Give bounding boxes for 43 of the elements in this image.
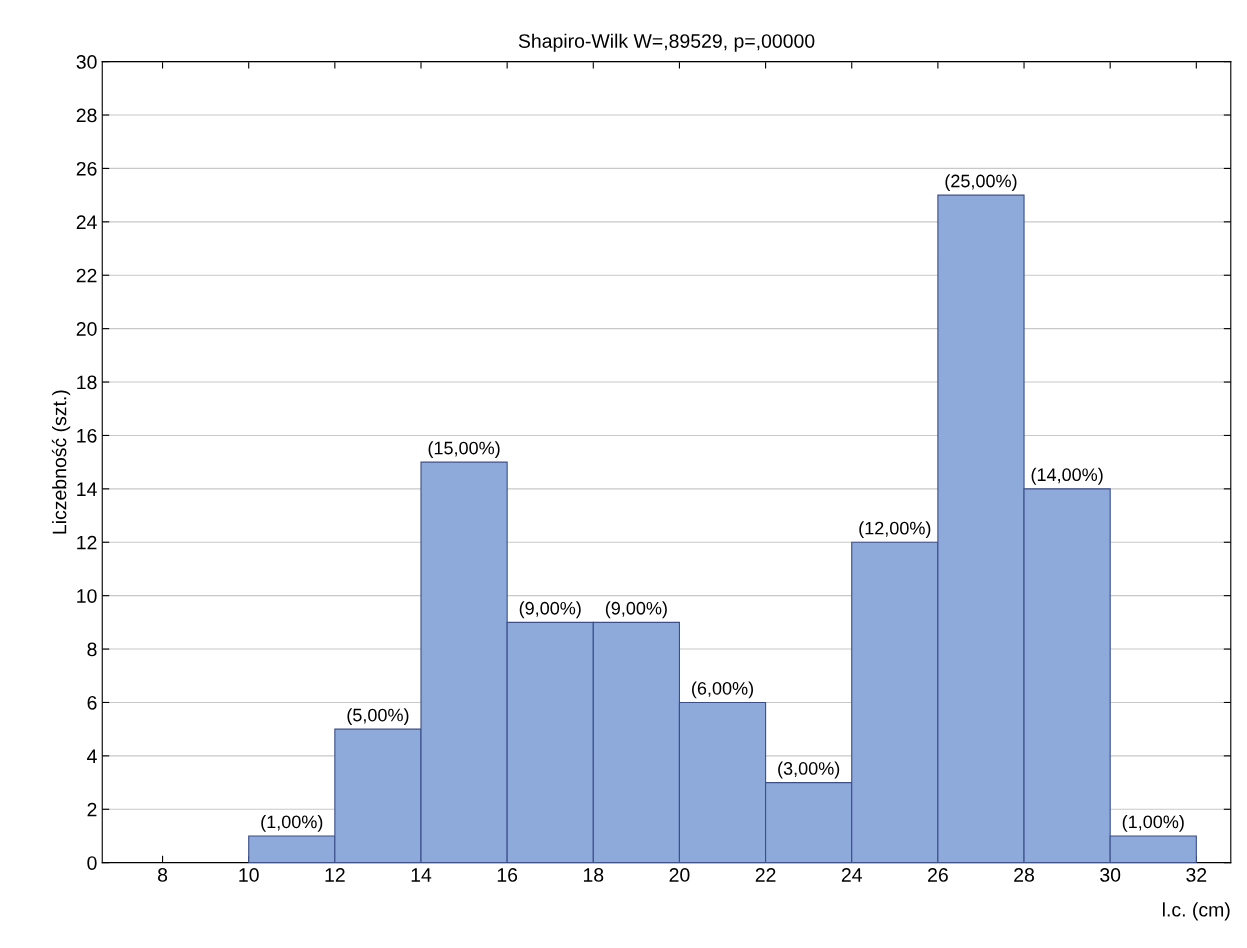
data-label: (12,00%): [859, 521, 931, 539]
data-label: (3,00%): [778, 761, 840, 779]
x-tick-label: 20: [669, 868, 690, 882]
y-tick-label: 22: [76, 268, 97, 283]
x-tick-label: 14: [411, 868, 432, 882]
y-tick-label: 0: [87, 856, 97, 870]
data-label: (25,00%): [945, 174, 1017, 191]
chart-title: Shapiro-Wilk W=,89529, p=,00000: [518, 33, 815, 52]
y-tick-label: 8: [87, 642, 97, 657]
data-label: (9,00%): [605, 601, 667, 619]
x-tick-label: 30: [1100, 868, 1121, 882]
y-tick-label: 14: [77, 482, 97, 496]
y-tick-label: 26: [76, 161, 97, 176]
x-axis-title: l.c. (cm): [1162, 902, 1230, 921]
y-tick-label: 16: [77, 428, 97, 443]
y-tick-label: 10: [77, 589, 97, 603]
data-label: (5,00%): [347, 708, 409, 725]
x-tick-label: 8: [158, 868, 168, 882]
y-tick-label: 20: [76, 322, 97, 336]
y-tick-label: 30: [76, 55, 97, 69]
data-label: (6,00%): [692, 681, 754, 699]
x-tick-label: 10: [239, 868, 259, 882]
y-axis-title: Liczebność (szt.): [51, 390, 71, 534]
data-label: (1,00%): [261, 814, 323, 832]
x-tick-label: 12: [325, 868, 345, 882]
x-tick-label: 22: [755, 868, 776, 882]
y-tick-label: 6: [87, 695, 97, 710]
y-tick-label: 12: [77, 535, 97, 550]
data-label: (15,00%): [428, 441, 500, 458]
x-tick-label: 32: [1186, 868, 1207, 882]
x-tick-label: 24: [841, 868, 862, 882]
x-tick-label: 18: [583, 868, 604, 882]
data-label: (14,00%): [1031, 467, 1103, 485]
x-tick-label: 28: [1014, 868, 1034, 882]
y-tick-label: 18: [77, 375, 97, 390]
data-label: (9,00%): [519, 601, 581, 619]
y-tick-label: 2: [87, 802, 97, 817]
y-tick-label: 4: [87, 749, 97, 763]
x-tick-label: 26: [928, 868, 948, 882]
data-label: (1,00%): [1122, 814, 1184, 832]
y-tick-label: 24: [76, 215, 97, 229]
y-tick-label: 28: [76, 108, 97, 123]
x-tick-label: 16: [497, 868, 518, 882]
